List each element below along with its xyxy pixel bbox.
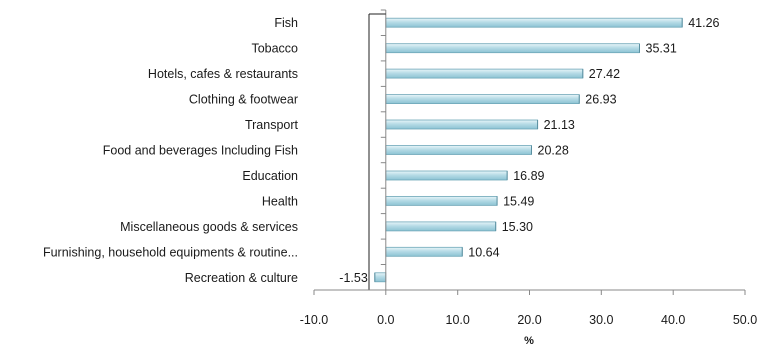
data-label: 41.26 xyxy=(688,16,719,30)
category-label: Food and beverages Including Fish xyxy=(103,144,298,158)
category-label: Clothing & footwear xyxy=(189,93,298,107)
x-tick-label: 30.0 xyxy=(589,313,613,327)
data-label: 21.13 xyxy=(544,118,575,132)
bar xyxy=(385,145,532,155)
bar xyxy=(374,272,387,283)
data-label: 16.89 xyxy=(513,169,544,183)
category-label: Recreation & culture xyxy=(185,271,298,285)
data-label: 10.64 xyxy=(468,245,499,259)
x-tick-label: 50.0 xyxy=(733,313,757,327)
x-tick-label: 20.0 xyxy=(517,313,541,327)
data-label: 20.28 xyxy=(538,144,569,158)
x-tick-label: -10.0 xyxy=(300,313,329,327)
bar xyxy=(385,17,683,28)
category-label: Health xyxy=(262,194,298,208)
bar xyxy=(385,119,538,130)
category-label: Tobacco xyxy=(251,42,298,56)
data-label: 26.93 xyxy=(585,93,616,107)
bar xyxy=(385,94,580,104)
x-tick-label: 10.0 xyxy=(446,313,470,327)
bar xyxy=(385,170,508,181)
data-label: 15.30 xyxy=(502,220,533,234)
bar xyxy=(385,68,584,79)
category-label: Hotels, cafes & restaurants xyxy=(148,67,298,81)
category-label: Education xyxy=(242,169,298,183)
x-tick-label: 0.0 xyxy=(377,313,394,327)
x-tick-label: 40.0 xyxy=(661,313,685,327)
category-label: Miscellaneous goods & services xyxy=(120,220,298,234)
bar xyxy=(385,221,497,232)
bar xyxy=(385,246,463,257)
category-label: Fish xyxy=(274,16,298,30)
data-label: 15.49 xyxy=(503,194,534,208)
data-label: -1.53 xyxy=(339,271,368,285)
bar xyxy=(385,195,498,206)
data-label: 35.31 xyxy=(646,42,677,56)
x-axis-title: % xyxy=(524,335,534,347)
bar xyxy=(385,43,640,54)
category-label: Transport xyxy=(245,118,299,132)
data-label: 27.42 xyxy=(589,67,620,81)
category-label: Furnishing, household equipments & routi… xyxy=(43,245,298,259)
